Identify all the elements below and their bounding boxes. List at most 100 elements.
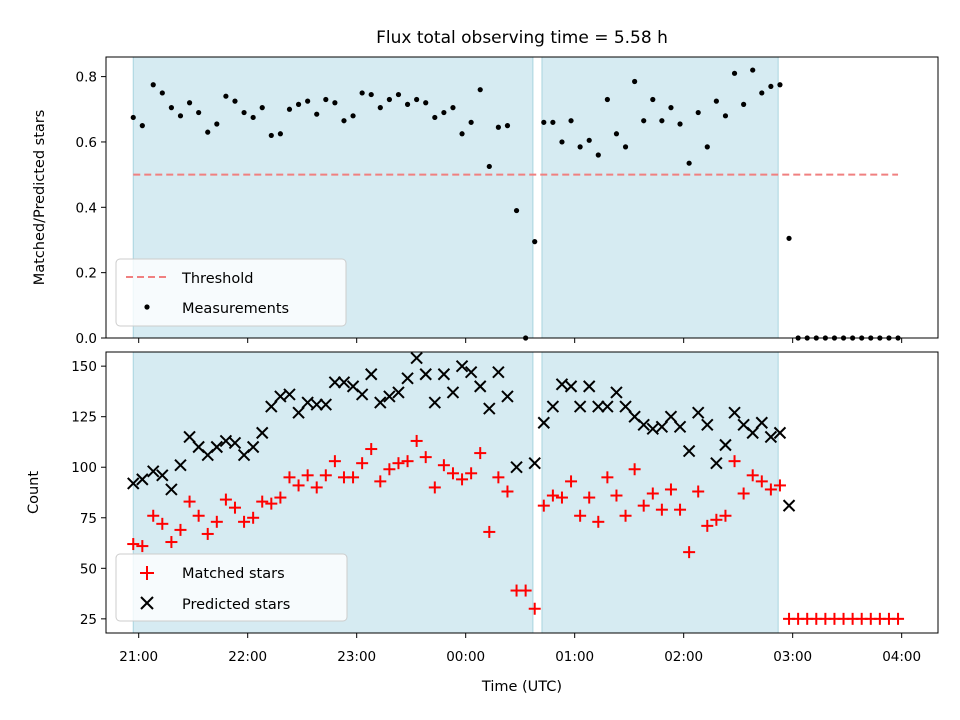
top-axes-frame bbox=[105, 56, 939, 339]
predicted-star-point bbox=[256, 426, 269, 440]
measurement-point bbox=[232, 98, 238, 104]
matched-star-point bbox=[655, 503, 668, 516]
measurement-point bbox=[777, 82, 783, 88]
predicted-star-point bbox=[637, 418, 650, 431]
matched-star-point bbox=[147, 509, 160, 522]
predicted-star-point bbox=[455, 359, 469, 373]
measurement-point bbox=[305, 98, 311, 104]
measurement-point bbox=[613, 131, 620, 137]
measurement-point bbox=[713, 98, 719, 104]
observing-band bbox=[541, 352, 779, 633]
measurement-point bbox=[359, 90, 365, 96]
matched-star-point bbox=[365, 443, 378, 456]
measurement-point bbox=[504, 123, 511, 129]
y-tick-label: 75 bbox=[80, 511, 97, 527]
predicted-star-point bbox=[664, 410, 678, 423]
predicted-star-point bbox=[219, 434, 233, 448]
predicted-star-point bbox=[474, 380, 487, 393]
matched-star-point bbox=[710, 513, 723, 526]
predicted-star-point bbox=[546, 400, 560, 413]
measurement-point bbox=[286, 106, 293, 112]
top-x-ticks bbox=[138, 338, 903, 343]
matched-star-point bbox=[183, 495, 196, 508]
measurement-point bbox=[314, 111, 320, 117]
measurement-point bbox=[731, 70, 738, 76]
measurement-point bbox=[368, 91, 374, 98]
matched-star-point bbox=[583, 491, 596, 504]
matched-star-point bbox=[674, 503, 687, 516]
predicted-star-point bbox=[292, 406, 305, 419]
measurement-point bbox=[241, 109, 247, 116]
bottom-y-axis-label: Count bbox=[26, 471, 42, 514]
matched-star-point bbox=[374, 475, 387, 488]
matched-star-point bbox=[892, 612, 905, 625]
observing-band bbox=[541, 57, 779, 338]
predicted-star-point bbox=[728, 406, 741, 419]
predicted-star-point bbox=[136, 473, 149, 486]
measurement-point bbox=[550, 119, 556, 125]
matched-star-point bbox=[601, 471, 614, 484]
bottom-x-ticks: 21:00 22:00 23:00 00:00 01:00 02:00 03:00 04:00 bbox=[119, 633, 921, 665]
bottom-legend-box bbox=[115, 553, 348, 622]
predicted-star-point bbox=[583, 380, 596, 393]
top-y-axis-label: Matched/Predicted stars bbox=[32, 110, 48, 286]
matched-star-point bbox=[619, 509, 632, 522]
measurement-point bbox=[786, 235, 792, 241]
count-points bbox=[127, 351, 905, 625]
measurement-point bbox=[168, 105, 174, 111]
predicted-star-point bbox=[601, 400, 614, 413]
measurement-point bbox=[214, 121, 220, 127]
predicted-star-point bbox=[610, 386, 623, 399]
y-tick-label: 25 bbox=[80, 612, 97, 628]
bottom-axes-frame bbox=[105, 351, 939, 634]
measurement-point bbox=[595, 152, 601, 158]
predicted-star-point bbox=[355, 388, 369, 401]
top-legend-box bbox=[115, 258, 347, 327]
measurement-point bbox=[150, 82, 156, 88]
measurement-point bbox=[768, 83, 774, 90]
predicted-star-point bbox=[274, 390, 287, 403]
top-legend: Threshold Measurements bbox=[115, 258, 347, 327]
matched-star-point bbox=[592, 515, 605, 528]
predicted-star-point bbox=[156, 469, 169, 482]
measurement-point bbox=[477, 87, 483, 93]
predicted-star-point bbox=[646, 422, 660, 436]
measurement-point bbox=[223, 93, 229, 99]
x-tick-label: 02:00 bbox=[664, 649, 703, 665]
predicted-star-point bbox=[337, 376, 351, 389]
matched-star-point bbox=[383, 463, 396, 476]
measurement-point bbox=[423, 100, 429, 106]
x-tick-label: 01:00 bbox=[555, 649, 594, 665]
predicted-star-point bbox=[537, 416, 551, 429]
predicted-star-point bbox=[501, 390, 514, 403]
matched-star-point bbox=[127, 538, 140, 551]
matched-star-point bbox=[719, 509, 732, 522]
matched-star-point bbox=[301, 469, 314, 482]
predicted-star-point bbox=[183, 430, 196, 444]
chart-title: Flux total observing time = 5.58 h bbox=[376, 28, 668, 48]
measurement-point bbox=[668, 105, 674, 111]
predicted-star-point bbox=[619, 400, 632, 413]
measurement-point bbox=[377, 105, 383, 111]
matched-star-point bbox=[219, 493, 232, 506]
matched-star-point bbox=[555, 491, 568, 504]
measurement-point bbox=[686, 160, 692, 166]
top-y-ticks: 0.0 0.2 0.4 0.6 0.8 bbox=[76, 70, 106, 347]
predicted-legend-swatch bbox=[140, 596, 154, 610]
x-tick-label: 22:00 bbox=[228, 649, 267, 665]
predicted-star-point bbox=[401, 372, 414, 385]
measurement-point bbox=[250, 114, 256, 121]
matched-star-point bbox=[773, 479, 786, 492]
measurement-point bbox=[722, 113, 729, 119]
predicted-star-point bbox=[592, 400, 605, 413]
predicted-star-point bbox=[746, 426, 759, 440]
matched-star-point bbox=[764, 483, 777, 496]
predicted-star-point bbox=[246, 440, 260, 454]
predicted-star-point bbox=[410, 351, 423, 365]
matched-star-point bbox=[483, 525, 496, 538]
predicted-star-point bbox=[764, 430, 778, 444]
matched-star-point bbox=[201, 527, 214, 540]
matched-star-point bbox=[165, 536, 178, 549]
measurement-point bbox=[622, 144, 629, 150]
y-tick-label: 50 bbox=[80, 561, 97, 577]
